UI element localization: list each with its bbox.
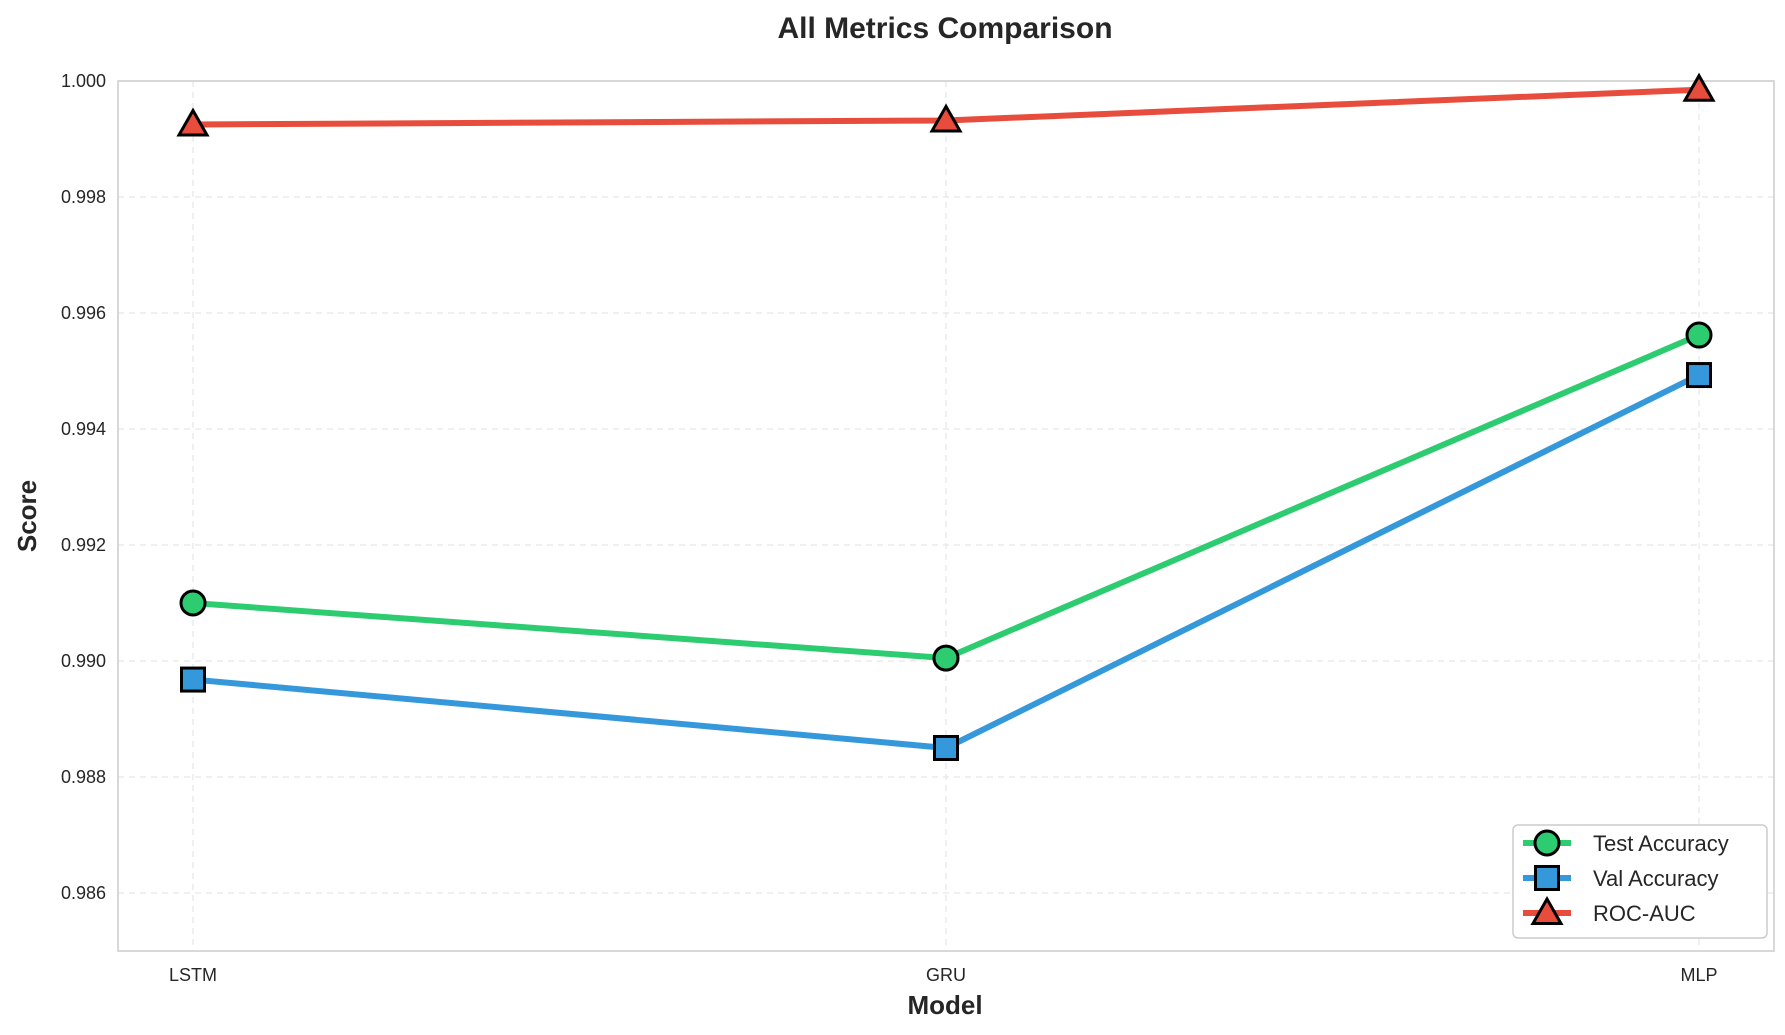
legend-label: Test Accuracy (1593, 831, 1729, 856)
x-tick-label: GRU (926, 965, 966, 985)
legend-marker (1530, 895, 1564, 925)
data-point (1685, 321, 1713, 349)
data-point (179, 589, 207, 617)
legend-item: ROC-AUC (1523, 895, 1696, 926)
y-axis-label: Score (12, 480, 42, 552)
legend-label: ROC-AUC (1593, 901, 1696, 926)
data-point (180, 666, 206, 693)
series-1 (180, 362, 1712, 761)
x-tick-label: MLP (1680, 965, 1717, 985)
legend-marker (1534, 865, 1560, 891)
series-0 (179, 321, 1713, 672)
x-axis-label: Model (907, 990, 982, 1020)
y-tick-label: 0.996 (61, 303, 106, 323)
data-point (933, 735, 959, 761)
x-tick-labels: LSTM GRU MLP (169, 965, 1718, 985)
legend-label: Val Accuracy (1593, 866, 1719, 891)
y-tick-label: 0.990 (61, 651, 106, 671)
data-point (176, 107, 210, 137)
y-tick-label: 0.994 (61, 419, 106, 439)
legend-marker (1533, 829, 1561, 857)
data-point (1682, 72, 1716, 102)
chart-title: All Metrics Comparison (777, 12, 1112, 45)
legend-item: Test Accuracy (1523, 829, 1729, 857)
series-2 (176, 72, 1716, 137)
series-layer (176, 72, 1716, 761)
data-point (1686, 362, 1712, 389)
y-tick-label: 0.986 (61, 883, 106, 903)
y-tick-label: 1.000 (61, 71, 106, 91)
y-tick-label: 0.992 (61, 535, 106, 555)
data-point (929, 103, 963, 133)
y-tick-labels: 0.986 0.988 0.990 0.992 0.994 0.996 0.998 1.000 (61, 71, 106, 903)
y-tick-label: 0.998 (61, 187, 106, 207)
plot-frame (117, 80, 1775, 952)
y-tick-label: 0.988 (61, 767, 106, 787)
data-point (932, 644, 960, 672)
legend-item: Val Accuracy (1523, 865, 1719, 891)
x-tick-label: LSTM (169, 965, 217, 985)
legend: Test Accuracy Val Accuracy ROC-AUC (1512, 824, 1768, 939)
legend-box (1512, 824, 1768, 939)
